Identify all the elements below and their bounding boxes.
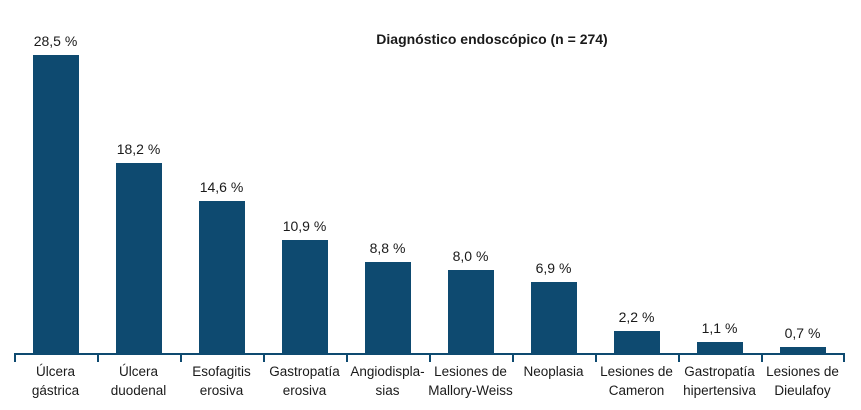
x-axis-category-label-line: duodenal [110,383,167,398]
bar-4 [281,240,328,354]
x-axis-category-label: Esofagitis erosiva [174,362,269,400]
x-axis-category-label-line: Lesiones de [600,364,673,379]
x-axis-category-label-line: Lesiones de [434,364,507,379]
x-axis-category-label-line: Dieulafoy [774,383,831,398]
x-axis-category-label-line: Angiodispla- [350,364,425,379]
x-axis-category-label-line: Gastropatía [269,364,340,379]
bar-value-label: 18,2 % [116,141,161,157]
x-axis-tick [512,353,514,362]
x-axis-category-label: Lesiones de Cameron [589,362,684,400]
x-axis-category-label: Lesiones de Mallory-Weiss [423,362,518,400]
x-axis-category-label-line: Esofagitis [192,364,251,379]
x-axis-category-label-line: hipertensiva [683,383,756,398]
bar-8 [613,331,660,354]
x-axis-category-label-line: sias [375,383,400,398]
bar-2 [115,163,162,354]
x-axis-category-label-line: Neoplasia [523,364,584,379]
x-axis-tick [595,353,597,362]
x-axis-tick [14,353,16,362]
bar-value-label: 1,1 % [701,320,738,336]
x-axis-tick [761,353,763,362]
x-axis-tick [263,353,265,362]
bar-6 [447,270,494,354]
x-axis-category-label: Neoplasia [506,362,601,381]
chart-title: Diagnóstico endoscópico (n = 274) [376,31,608,47]
bar-value-label: 2,2 % [618,309,655,325]
x-axis-category-label: Gastropatía hipertensiva [672,362,767,400]
x-axis-category-label-line: erosiva [282,383,327,398]
x-axis-category-label-line: Úlcera [35,364,75,379]
x-axis-category-label-line: Mallory-Weiss [428,383,513,398]
x-axis-category-label: Angiodispla-sias [340,362,435,400]
x-axis-category-label: Lesiones de Dieulafoy [755,362,850,400]
x-axis-category-label-line: erosiva [199,383,244,398]
bar-value-label: 8,0 % [452,248,489,264]
x-axis-tick [843,353,845,362]
x-axis-category-label-line: Lesiones de [766,364,839,379]
bar-1 [32,55,79,354]
x-axis-tick [346,353,348,362]
bar-5 [364,262,411,354]
bar-value-label: 8,8 % [369,240,406,256]
x-axis-category-label-line: gástrica [31,383,80,398]
bar-7 [530,282,577,354]
bar-value-label: 14,6 % [199,179,244,195]
x-axis-tick [429,353,431,362]
x-axis-tick [97,353,99,362]
x-axis-category-label: Úlcera gástrica [8,362,103,400]
bar-value-label: 10,9 % [282,218,327,234]
x-axis-category-label: Úlcera duodenal [91,362,186,400]
x-axis-tick [678,353,680,362]
x-axis-category-label: Gastropatía erosiva [257,362,352,400]
bar-value-label: 0,7 % [784,325,821,341]
bar-9 [696,342,743,354]
bar-3 [198,201,245,354]
x-axis-category-label-line: Cameron [608,383,665,398]
x-axis-tick [180,353,182,362]
bar-value-label: 28,5 % [33,33,78,49]
bar-value-label: 6,9 % [535,260,572,276]
x-axis-category-label-line: Úlcera [118,364,158,379]
bar-10 [779,347,826,354]
x-axis-category-label-line: Gastropatía [684,364,755,379]
